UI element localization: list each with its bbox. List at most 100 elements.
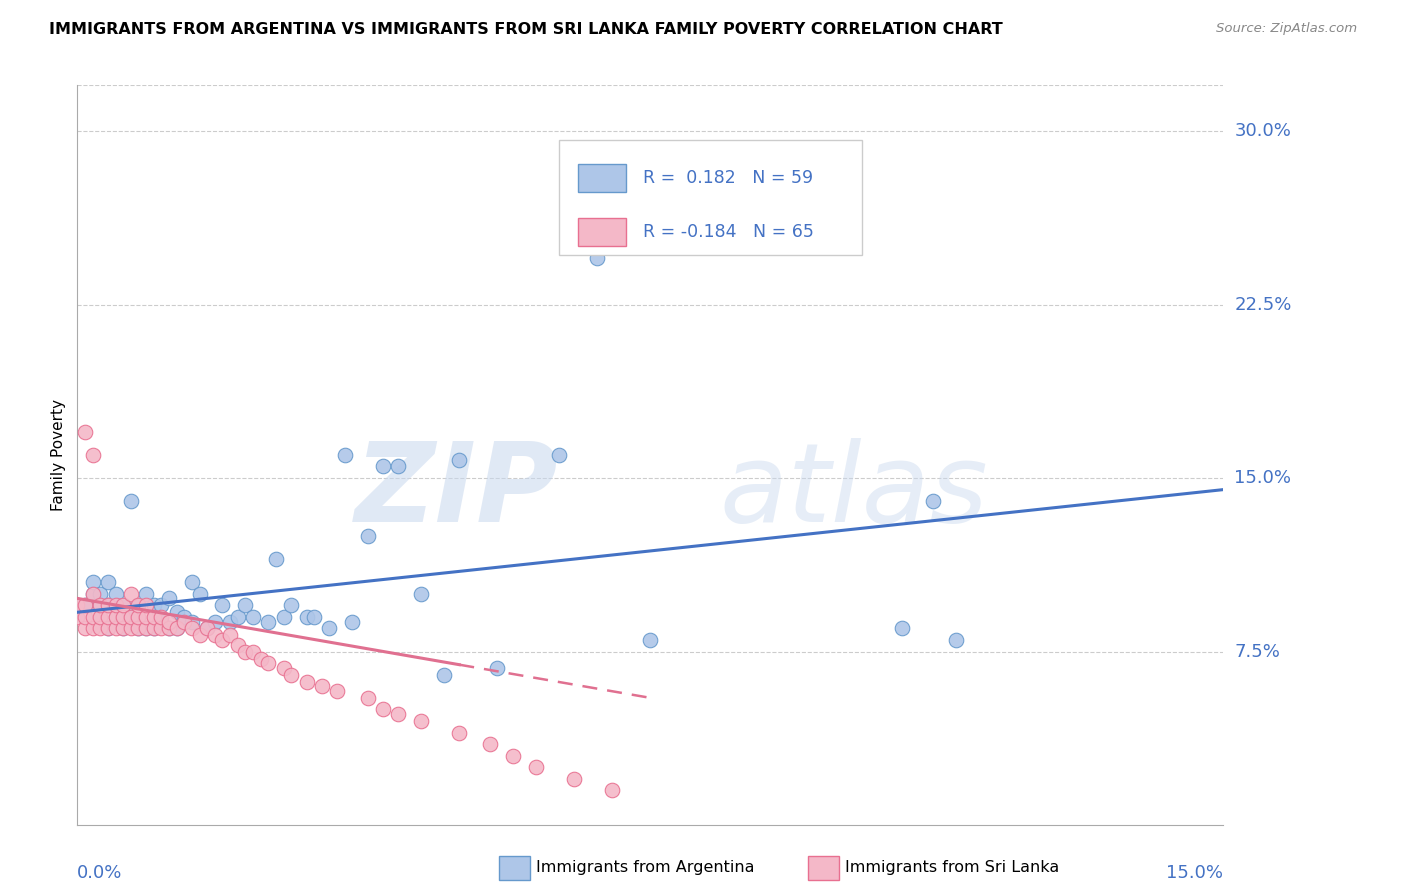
Point [73,425,96,439]
Point [356,529,378,543]
Point [180,575,204,590]
Point [333,448,356,462]
Point [127,599,149,613]
Point [97,599,120,613]
Point [73,610,96,624]
Point [173,610,195,624]
Point [104,599,127,613]
Point [326,684,349,698]
Point [150,610,173,624]
Point [180,622,204,636]
Point [120,494,142,508]
Point [387,706,409,721]
Point [242,610,264,624]
Point [97,575,120,590]
Point [547,448,569,462]
Point [188,587,211,601]
Text: R = -0.184   N = 65: R = -0.184 N = 65 [644,223,814,241]
Point [104,622,127,636]
Point [891,622,914,636]
Point [66,610,89,624]
Point [89,622,111,636]
Point [89,610,111,624]
Point [166,622,188,636]
Y-axis label: Family Poverty: Family Poverty [51,399,66,511]
Point [120,610,142,624]
Text: Immigrants from Sri Lanka: Immigrants from Sri Lanka [845,860,1059,874]
Point [502,748,524,763]
Point [66,599,89,613]
FancyBboxPatch shape [578,218,626,246]
Point [112,622,135,636]
Point [82,587,104,601]
Point [135,622,157,636]
Point [449,725,471,739]
Point [166,622,188,636]
Point [135,610,157,624]
Text: Source: ZipAtlas.com: Source: ZipAtlas.com [1216,22,1357,36]
Point [89,599,111,613]
Point [89,599,111,613]
Point [112,622,135,636]
Point [235,599,257,613]
Point [157,591,180,606]
Text: 30.0%: 30.0% [1234,122,1291,140]
Point [411,714,433,728]
Point [411,587,433,601]
Point [180,615,204,629]
Text: 0.0%: 0.0% [77,864,122,882]
Point [318,622,340,636]
Point [127,622,149,636]
Point [127,610,149,624]
Point [142,599,165,613]
Point [242,644,264,658]
Point [524,760,547,774]
Point [89,587,111,601]
Text: IMMIGRANTS FROM ARGENTINA VS IMMIGRANTS FROM SRI LANKA FAMILY POVERTY CORRELATIO: IMMIGRANTS FROM ARGENTINA VS IMMIGRANTS … [49,22,1002,37]
Point [371,459,394,474]
Point [142,622,165,636]
Point [142,622,165,636]
Point [356,690,378,705]
Point [449,452,471,467]
Point [97,622,120,636]
Point [82,448,104,462]
Text: 15.0%: 15.0% [1234,469,1291,487]
Point [135,599,157,613]
Point [226,610,249,624]
Point [249,651,271,665]
Point [82,587,104,601]
FancyBboxPatch shape [578,164,626,193]
Point [82,622,104,636]
Point [135,622,157,636]
Point [302,610,325,624]
Point [219,628,242,642]
Point [640,633,662,648]
Point [280,667,302,681]
Point [311,679,333,693]
Point [120,610,142,624]
Point [157,622,180,636]
Point [585,252,607,266]
Point [433,667,456,681]
Point [211,633,233,648]
Point [922,494,945,508]
Point [204,628,226,642]
Point [486,661,509,675]
Point [120,622,142,636]
Point [104,587,127,601]
Point [73,599,96,613]
Point [235,644,257,658]
Text: 7.5%: 7.5% [1234,642,1281,661]
Point [264,552,287,566]
Point [273,661,295,675]
Point [73,599,96,613]
Point [104,610,127,624]
Point [387,459,409,474]
Point [211,599,233,613]
Point [150,615,173,629]
Text: 22.5%: 22.5% [1234,295,1292,313]
Point [142,610,165,624]
Point [204,615,226,629]
Point [280,599,302,613]
